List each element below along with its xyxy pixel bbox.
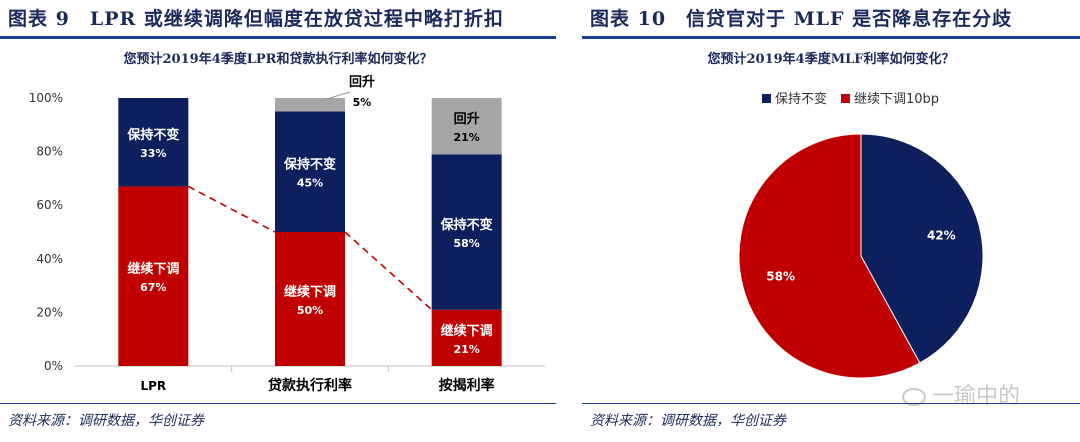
bar-chart-title: 您预计2019年4季度LPR和贷款执行利率如何变化？ — [123, 52, 433, 67]
bar-segment — [275, 98, 345, 112]
bar-segment — [431, 154, 502, 310]
data-label-name: 保持不变 — [126, 127, 179, 143]
y-tick-label: 100% — [29, 91, 63, 105]
wechat-icon — [902, 388, 926, 406]
legend-swatch — [762, 94, 771, 103]
data-label-name: 继续下调 — [284, 284, 336, 300]
data-label-name: 保持不变 — [440, 217, 493, 233]
source-rule — [582, 403, 1080, 404]
data-label-value: 21% — [453, 343, 479, 356]
figure-9-title: 图表 9 LPR 或继续调降但幅度在放贷过程中略打折扣 — [8, 8, 504, 30]
data-label-value: 21% — [453, 131, 479, 144]
y-tick-label: 0% — [44, 359, 63, 373]
data-label-value: 33% — [140, 147, 166, 160]
data-label-value: 67% — [140, 281, 166, 294]
bar-segment — [431, 98, 502, 155]
x-tick-label: 贷款执行利率 — [268, 377, 352, 394]
y-tick-label: 20% — [36, 305, 63, 319]
y-tick-label: 60% — [36, 198, 63, 212]
watermark-text: 一瑜中的 — [932, 384, 1021, 409]
data-label-name: 回升 — [349, 74, 375, 90]
data-label-value: 5% — [353, 96, 372, 109]
data-label-value: 45% — [297, 177, 323, 190]
figure-10-source: 资料来源：调研数据，华创证券 — [590, 413, 786, 429]
legend-label: 继续下调10bp — [854, 92, 939, 107]
bar-segment — [118, 98, 189, 187]
x-tick-label: LPR — [140, 379, 166, 393]
x-tick-label: 按揭利率 — [439, 377, 495, 394]
bar-segment — [275, 111, 345, 232]
pie-slice-label: 42% — [927, 228, 956, 242]
y-tick-label: 80% — [36, 145, 63, 159]
watermark: 一瑜中的 — [902, 378, 1020, 410]
bar-segment — [431, 309, 502, 366]
pie-chart-title: 您预计2019年4季度MLF利率如何变化？ — [707, 52, 955, 67]
data-label-name: 保持不变 — [283, 157, 336, 173]
title-rule — [0, 36, 556, 39]
source-rule — [0, 403, 556, 404]
pie-chart: 保持不变 继续下调10bp 42% 58% — [738, 91, 984, 379]
pie-slice — [738, 133, 921, 379]
trend-connector-line — [344, 231, 433, 311]
legend-swatch — [841, 94, 850, 103]
data-label-name: 继续下调 — [127, 261, 179, 277]
figure-10-title: 图表 10 信贷官对于 MLF 是否降息存在分歧 — [590, 8, 1013, 30]
pie-slice-label: 58% — [766, 270, 795, 284]
pie-slice — [860, 133, 984, 364]
bar-segment — [118, 186, 189, 366]
legend-label: 保持不变 — [775, 91, 827, 107]
figure-9-source: 资料来源：调研数据，华创证券 — [8, 413, 204, 429]
data-label-value: 50% — [297, 304, 323, 317]
data-label-leader — [319, 91, 351, 102]
trend-connector-line — [187, 185, 276, 233]
bar-segment — [275, 232, 345, 366]
title-rule — [582, 36, 1080, 39]
left-figure-panel: 图表 9 LPR 或继续调降但幅度在放贷过程中略打折扣 您预计2019年4季度L… — [0, 8, 556, 429]
stacked-bar-chart: 0% 20% 40% 60% 80% 100% 继续下调 67% 保持不变 33% LPR 继续下调 5… — [29, 74, 545, 394]
data-label-name: 继续下调 — [441, 323, 493, 339]
data-label-name: 回升 — [454, 111, 480, 127]
right-figure-panel: 图表 10 信贷官对于 MLF 是否降息存在分歧 您预计2019年4季度MLF利… — [582, 0, 1080, 442]
y-tick-label: 40% — [36, 252, 63, 266]
data-label-value: 58% — [453, 237, 479, 250]
